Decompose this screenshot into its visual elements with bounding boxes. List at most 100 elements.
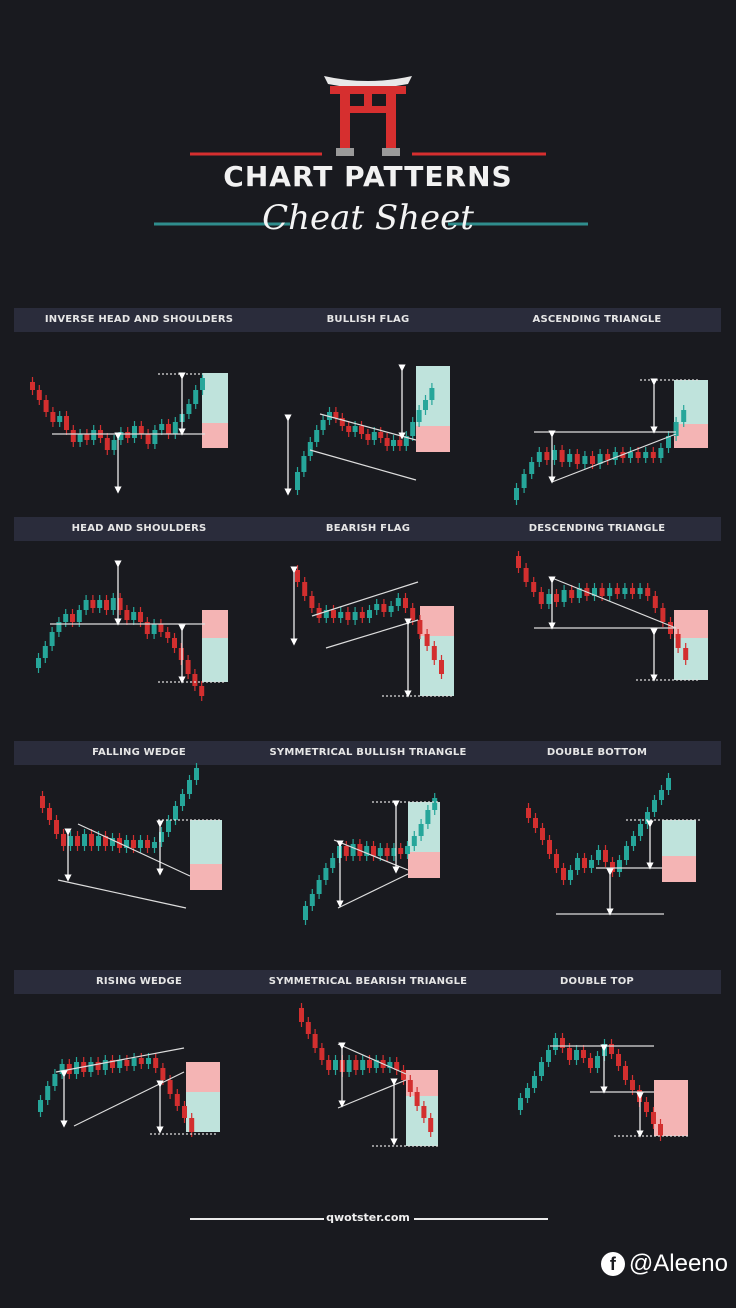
candle	[330, 858, 336, 868]
footer-rule-left	[190, 1218, 324, 1220]
candle	[622, 588, 628, 594]
candle	[523, 568, 529, 582]
candle	[320, 420, 326, 430]
candle	[30, 382, 35, 390]
candle	[526, 808, 531, 818]
candle	[307, 442, 313, 456]
candle	[560, 1038, 565, 1048]
candle	[124, 1060, 130, 1066]
candle	[189, 1118, 195, 1132]
candle	[138, 1058, 144, 1064]
candle	[546, 1050, 551, 1062]
candle	[158, 624, 164, 632]
candle	[439, 660, 444, 674]
candle	[88, 1062, 94, 1072]
candle	[367, 610, 372, 618]
row-bar-3: FALLING WEDGE SYMMETRICAL BULLISH TRIANG…	[14, 741, 721, 765]
page-subtitle: Cheat Sheet	[262, 198, 474, 238]
pattern-label: RISING WEDGE	[95, 976, 182, 987]
candle	[152, 430, 158, 444]
pattern-label: DOUBLE BOTTOM	[546, 747, 648, 758]
candle	[167, 1080, 173, 1094]
candle	[546, 594, 552, 604]
candle	[82, 834, 87, 846]
candle	[316, 608, 322, 618]
candle	[367, 1060, 372, 1068]
candle	[61, 834, 66, 846]
pattern-label: DOUBLE TOP	[560, 976, 634, 987]
candle	[182, 1106, 187, 1118]
target-zone	[662, 856, 696, 882]
candle	[553, 1038, 558, 1050]
candle	[628, 452, 633, 458]
candle	[331, 610, 336, 618]
candle	[683, 648, 689, 660]
watermark-text: @Aleeno	[628, 1250, 728, 1277]
row-bar-1: INVERSE HEAD AND SHOULDERS BULLISH FLAG …	[14, 308, 721, 332]
trend-line	[311, 581, 419, 617]
row-bar-2: HEAD AND SHOULDERS BEARISH FLAG DESCENDI…	[14, 517, 721, 541]
target-zone	[416, 426, 450, 452]
candle	[574, 1050, 579, 1060]
candle	[309, 894, 315, 906]
candle	[359, 612, 365, 618]
candle	[125, 432, 131, 438]
candle	[309, 596, 315, 608]
candle	[180, 794, 185, 806]
candle	[403, 436, 409, 446]
candle	[49, 632, 55, 646]
target-zone	[202, 610, 228, 638]
footer-rule-right	[414, 1218, 548, 1220]
candle	[338, 612, 344, 618]
candle	[295, 570, 300, 582]
candle	[425, 810, 431, 824]
candle	[533, 818, 538, 828]
candle	[174, 1094, 180, 1106]
candle	[514, 488, 519, 500]
candle	[588, 1058, 593, 1068]
candle	[631, 836, 636, 846]
candle	[610, 862, 615, 872]
candle	[574, 454, 580, 464]
candle	[146, 1058, 151, 1064]
candle	[172, 638, 177, 648]
candle	[339, 418, 345, 426]
candle	[675, 634, 681, 648]
pattern-illustrations	[30, 364, 708, 1147]
candle	[56, 622, 62, 632]
candle	[187, 780, 192, 794]
candle	[554, 854, 559, 868]
candle	[346, 426, 352, 432]
candle	[343, 846, 349, 856]
candle	[186, 404, 192, 414]
candle	[138, 840, 143, 848]
candle	[421, 1106, 427, 1118]
candle	[371, 432, 377, 440]
candle	[159, 424, 165, 430]
candle	[567, 1048, 572, 1060]
candle	[623, 1066, 628, 1080]
candle	[144, 622, 150, 634]
trend-line	[77, 823, 191, 877]
candle	[185, 660, 191, 674]
candle	[110, 838, 115, 846]
candle	[50, 412, 56, 422]
candle	[596, 850, 601, 860]
candle	[411, 836, 417, 846]
candle	[645, 588, 651, 596]
candle	[346, 1060, 352, 1072]
page-title: CHART PATTERNS	[223, 160, 513, 193]
target-zone	[202, 423, 228, 448]
candle	[301, 456, 307, 472]
candle	[529, 462, 535, 474]
candle	[561, 590, 567, 602]
candle	[431, 646, 437, 660]
candle	[352, 426, 358, 432]
pattern-label: ASCENDING TRIANGLE	[532, 314, 662, 325]
candle	[75, 836, 80, 846]
candle	[138, 426, 144, 434]
candle	[83, 600, 89, 610]
candle	[645, 812, 650, 824]
candle	[68, 836, 73, 846]
candle	[76, 610, 82, 622]
